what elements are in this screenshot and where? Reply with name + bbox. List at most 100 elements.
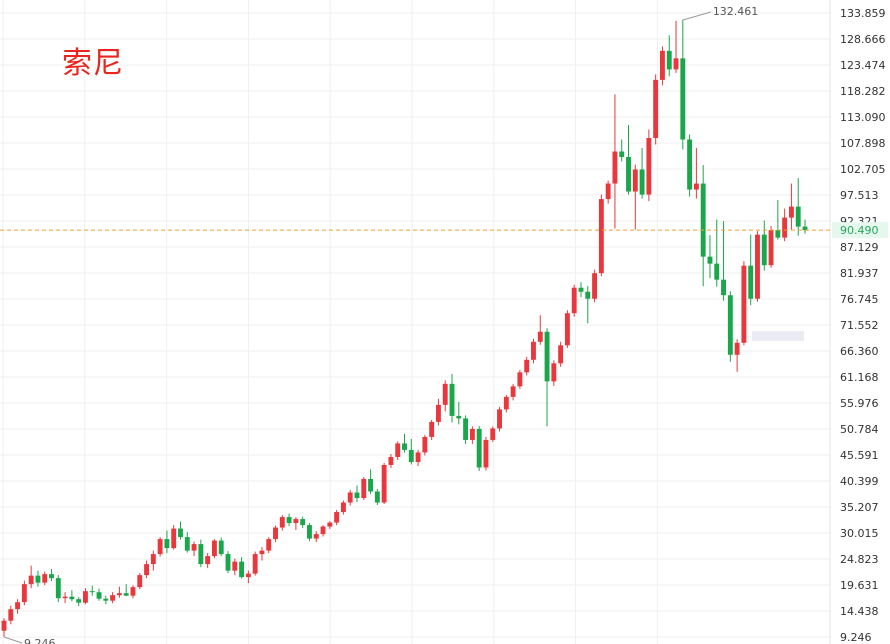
candle: [700, 165, 706, 287]
candle: [653, 74, 659, 145]
candle-body: [130, 587, 136, 596]
candle-body: [700, 183, 706, 257]
candle-body: [626, 157, 631, 192]
candle: [510, 383, 516, 401]
candle-body: [334, 512, 340, 523]
candle-body: [802, 226, 808, 231]
y-tick-label: 35.207: [840, 501, 879, 514]
candle-body: [524, 359, 530, 373]
candle: [225, 551, 231, 574]
candle: [415, 449, 421, 466]
candle: [442, 380, 448, 412]
candle: [395, 441, 401, 460]
candle: [110, 592, 116, 604]
candle-body: [293, 519, 299, 524]
y-tick-label: 30.015: [840, 527, 879, 540]
candle-body: [544, 331, 550, 382]
candle-body: [89, 591, 95, 593]
candle: [300, 516, 306, 529]
candle: [483, 436, 489, 471]
candle-body: [232, 561, 238, 571]
candle: [544, 328, 550, 427]
candle: [259, 547, 265, 561]
candle: [768, 226, 774, 268]
candle-body: [755, 234, 760, 299]
candle-body: [741, 265, 747, 343]
candle: [449, 373, 455, 423]
candle-body: [707, 256, 713, 264]
y-tick-label: 61.168: [840, 371, 879, 384]
candle-body: [558, 345, 564, 364]
candle-body: [62, 596, 68, 599]
candle: [605, 180, 611, 204]
candle: [96, 588, 102, 601]
candle: [130, 585, 136, 599]
candle: [76, 597, 82, 607]
candle-body: [680, 58, 686, 140]
candle-body: [775, 230, 781, 238]
max-annotation-leader: [682, 11, 711, 21]
candle-body: [340, 502, 346, 513]
candle: [252, 551, 258, 576]
candle-body: [123, 593, 129, 596]
candle-body: [245, 573, 251, 578]
candle-body: [191, 544, 197, 551]
candle-body: [408, 449, 414, 462]
candle-body: [660, 50, 665, 80]
hover-highlight-box: [752, 331, 804, 341]
y-tick-label: 71.552: [840, 319, 879, 332]
candle-body: [687, 139, 693, 190]
candle: [592, 269, 598, 303]
candles: [1, 20, 808, 637]
candle: [571, 284, 577, 317]
candle: [184, 532, 190, 553]
candle-body: [395, 443, 401, 457]
candle-body: [76, 599, 82, 603]
candle-body: [239, 561, 245, 578]
candle-body: [184, 537, 190, 551]
candle-body: [150, 554, 156, 565]
candle: [490, 426, 496, 442]
candle: [205, 553, 211, 569]
candle-body: [96, 592, 102, 599]
candle: [693, 147, 699, 199]
candle: [279, 515, 285, 531]
y-tick-label: 123.474: [840, 59, 886, 72]
candle-body: [497, 409, 502, 429]
candle-body: [110, 595, 116, 601]
candle: [463, 415, 469, 444]
y-tick-label: 45.591: [840, 449, 879, 462]
candle: [21, 580, 27, 606]
candle-body: [144, 564, 149, 576]
candle-body: [374, 491, 380, 503]
candle: [564, 310, 570, 348]
candle-body: [449, 383, 455, 416]
y-tick-label: 76.745: [840, 293, 879, 306]
candle: [422, 434, 428, 456]
candle: [239, 557, 245, 579]
candle: [707, 235, 713, 279]
candle-body: [415, 452, 421, 462]
candle: [469, 426, 475, 444]
y-tick-label: 102.705: [840, 163, 886, 176]
candle-body: [83, 591, 88, 603]
candle: [293, 517, 299, 531]
candle-body: [354, 492, 360, 499]
candle: [354, 485, 360, 503]
candle-body: [164, 539, 170, 549]
candle: [273, 525, 278, 543]
candle-body: [646, 137, 652, 195]
y-tick-label: 66.360: [840, 345, 879, 358]
candle: [327, 521, 333, 530]
candle-body: [469, 428, 475, 440]
candle-body: [463, 418, 469, 440]
candle: [334, 510, 340, 526]
candle: [666, 35, 672, 77]
y-tick-label: 128.666: [840, 33, 886, 46]
y-tick-label: 107.898: [840, 137, 886, 150]
candle: [761, 220, 767, 271]
candle-body: [388, 456, 394, 465]
candle: [232, 558, 238, 576]
candle-body: [442, 383, 448, 405]
